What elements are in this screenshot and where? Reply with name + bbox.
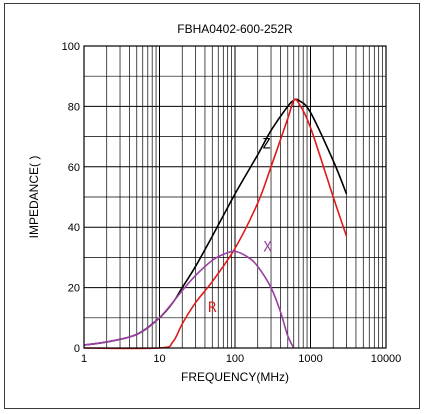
series-label-r: R bbox=[208, 300, 217, 316]
plot-border bbox=[83, 45, 387, 349]
grid bbox=[83, 45, 387, 349]
series-label-z: Z bbox=[262, 137, 270, 153]
x-axis-label: FREQUENCY(MHz) bbox=[181, 370, 289, 384]
x-tick-label: 1000 bbox=[298, 353, 322, 365]
chart-title: FBHA0402-600-252R bbox=[177, 22, 293, 36]
y-tick-label: 60 bbox=[68, 162, 80, 174]
x-tick-label: 100 bbox=[226, 353, 244, 365]
chart-frame: 1 10 100 1000 10000 0 20 40 60 80 100 Z X R FBHA0402… bbox=[4, 3, 420, 409]
series-annotations: Z X R bbox=[208, 137, 272, 316]
series-line-x bbox=[83, 250, 295, 349]
x-tick-label: 10000 bbox=[371, 353, 402, 365]
y-tick-label: 40 bbox=[68, 222, 80, 234]
y-tick-label: 0 bbox=[74, 343, 80, 355]
series-label-x: X bbox=[263, 239, 272, 255]
y-tick-label: 80 bbox=[68, 101, 80, 113]
y-axis-label: IMPEDANCE( ) bbox=[27, 156, 41, 239]
x-tick-label: 1 bbox=[81, 353, 87, 365]
tick-labels: 1 10 100 1000 10000 0 20 40 60 80 100 bbox=[62, 41, 402, 365]
x-tick-label: 10 bbox=[153, 353, 165, 365]
y-tick-label: 20 bbox=[68, 283, 80, 295]
series-lines bbox=[83, 98, 348, 350]
series-line-r bbox=[83, 98, 348, 350]
y-tick-label: 100 bbox=[62, 41, 80, 53]
impedance-chart: 1 10 100 1000 10000 0 20 40 60 80 100 Z X R FBHA0402… bbox=[27, 22, 402, 384]
